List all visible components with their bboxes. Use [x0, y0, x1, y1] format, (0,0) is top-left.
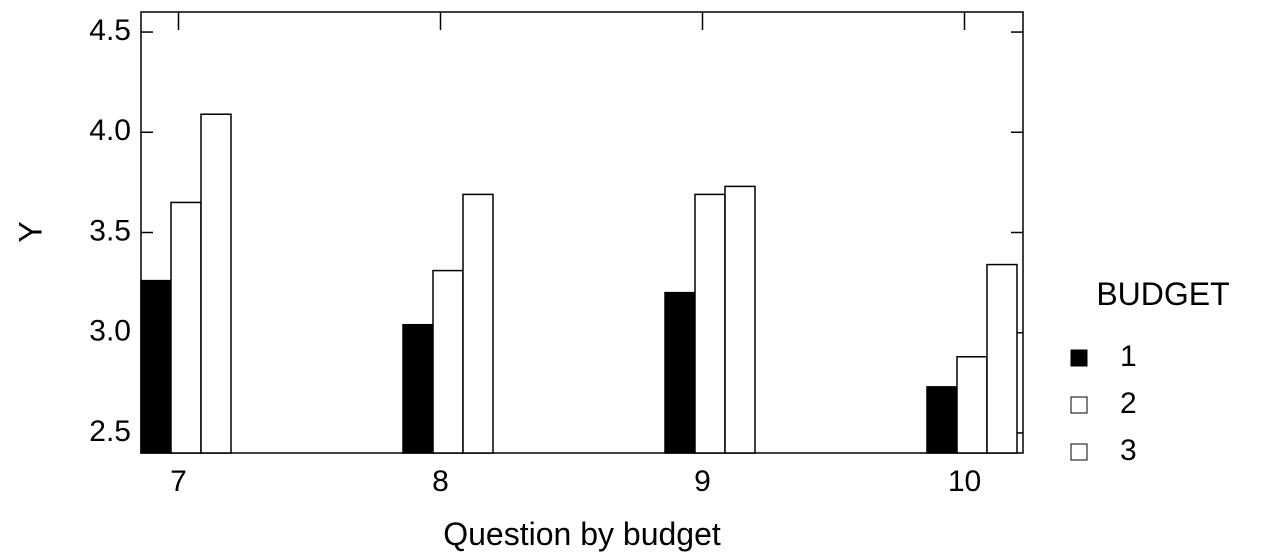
- x-tick-label: 8: [432, 465, 449, 498]
- y-tick-label: 3.0: [89, 315, 131, 348]
- legend-title: BUDGET: [1096, 276, 1229, 312]
- bar-budget-1-q10: [927, 387, 957, 453]
- y-tick-label: 3.5: [89, 214, 131, 247]
- x-tick-label: 9: [694, 465, 711, 498]
- y-axis-label: Y: [12, 221, 48, 242]
- bar-budget-1-q7: [141, 281, 171, 453]
- x-tick-label: 10: [948, 465, 981, 498]
- bars: [141, 114, 1017, 453]
- bar-budget-3-q7: [201, 114, 231, 453]
- legend: BUDGET 1 2 3: [1071, 276, 1230, 467]
- plot-frame: [141, 12, 1023, 453]
- legend-label: 2: [1120, 387, 1137, 420]
- x-axis-ticks: 7 8 9 10: [170, 12, 981, 498]
- bar-budget-3-q8: [463, 194, 493, 453]
- bar-budget-3-q10: [987, 265, 1017, 453]
- legend-swatch: [1071, 397, 1087, 413]
- bar-budget-1-q9: [665, 293, 695, 453]
- bar-budget-2-q8: [433, 271, 463, 453]
- y-tick-label: 4.5: [89, 14, 131, 47]
- y-tick-label: 4.0: [89, 114, 131, 147]
- x-tick-label: 7: [170, 465, 187, 498]
- legend-label: 1: [1120, 340, 1137, 373]
- y-tick-label: 2.5: [89, 415, 131, 448]
- legend-swatch: [1071, 350, 1087, 366]
- bar-budget-3-q9: [725, 186, 755, 453]
- bar-budget-2-q9: [695, 194, 725, 453]
- bar-budget-2-q10: [957, 357, 987, 453]
- x-axis-label: Question by budget: [443, 516, 721, 552]
- bar-budget-2-q7: [171, 202, 201, 453]
- legend-swatch: [1071, 444, 1087, 460]
- bar-budget-1-q8: [403, 325, 433, 453]
- legend-label: 3: [1120, 434, 1137, 467]
